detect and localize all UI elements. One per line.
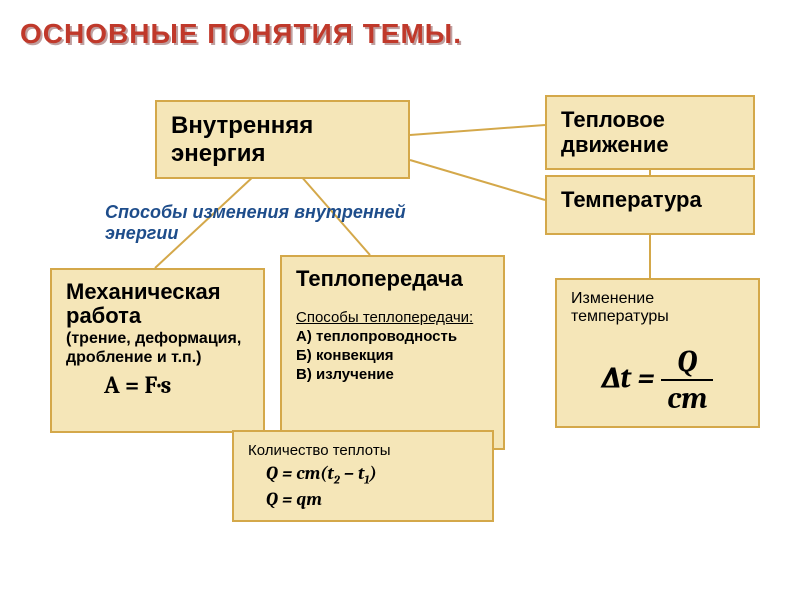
title: Механическая работа xyxy=(66,280,249,328)
page-title: Основные понятия темы. xyxy=(20,18,462,50)
box-mechanical-work: Механическая работа (трение, деформация,… xyxy=(50,268,265,433)
subtitle: (трение, деформация, дробление и т.п.) xyxy=(66,330,249,367)
box-internal-energy: Внутренняя энергия xyxy=(155,100,410,179)
box-quantity-heat: Количество теплоты Q = cm(t2 − t1) Q = q… xyxy=(232,430,494,522)
box-heat-transfer: Теплопередача Способы теплопередачи: А) … xyxy=(280,255,505,450)
label: Изменение температуры xyxy=(571,290,744,326)
method-c: В) излучение xyxy=(296,366,489,383)
methods-label: Способы теплопередачи: xyxy=(296,309,489,326)
label: Тепловое движение xyxy=(561,107,739,158)
box-delta-t: Изменение температуры ∆t = Q cm xyxy=(555,278,760,428)
title: Теплопередача xyxy=(296,267,489,291)
formula-1: Q = cm(t2 − t1) xyxy=(266,463,478,487)
label: Количество теплоты xyxy=(248,442,478,459)
box-temperature: Температура xyxy=(545,175,755,235)
method-b: Б) конвекция xyxy=(296,347,489,364)
subtitle: Способы изменения внутренней энергии xyxy=(105,202,445,244)
label: Температура xyxy=(561,187,739,212)
method-a: А) теплопроводность xyxy=(296,328,489,345)
formula-2: Q = qm xyxy=(266,489,478,510)
formula: ∆t = Q cm xyxy=(571,344,744,416)
box-thermal-motion: Тепловое движение xyxy=(545,95,755,170)
label: Внутренняя энергия xyxy=(171,112,394,167)
formula: A = F·s xyxy=(104,371,249,399)
title-text: Основные понятия темы. xyxy=(20,18,462,49)
